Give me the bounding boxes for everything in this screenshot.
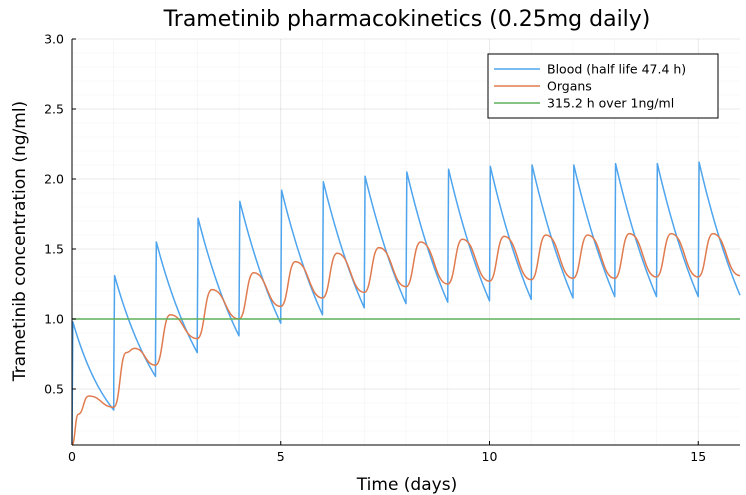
axes — [71, 38, 740, 446]
series-organs-line — [71, 232, 741, 446]
y-tick-label: 3.0 — [44, 32, 64, 47]
x-tick-label: 10 — [482, 449, 498, 464]
x-tick-label: 0 — [68, 449, 76, 464]
legend-label-organs: Organs — [547, 79, 592, 94]
x-tick-label: 5 — [277, 449, 285, 464]
plot-lines — [71, 161, 741, 446]
y-tick-label: 2.0 — [44, 172, 64, 187]
tick-labels: 0 5 10 15 0.5 1.0 1.5 2.0 2.5 3.0 — [44, 32, 706, 465]
y-tick-label: 2.5 — [44, 102, 64, 117]
y-tick-label: 0.5 — [44, 382, 64, 397]
x-axis-label: Time (days) — [356, 475, 457, 495]
y-tick-label: 1.0 — [44, 312, 64, 327]
y-axis-label: Trametinib concentration (ng/ml) — [10, 101, 30, 382]
series-blood-line — [71, 161, 741, 446]
legend-label-blood: Blood (half life 47.4 h) — [547, 62, 686, 77]
legend: Blood (half life 47.4 h) Organs 315.2 h … — [487, 53, 719, 119]
chart-title: Trametinib pharmacokinetics (0.25mg dail… — [163, 7, 651, 32]
legend-label-threshold: 315.2 h over 1ng/ml — [547, 96, 674, 111]
y-tick-label: 1.5 — [44, 242, 64, 257]
x-tick-label: 15 — [690, 449, 706, 464]
